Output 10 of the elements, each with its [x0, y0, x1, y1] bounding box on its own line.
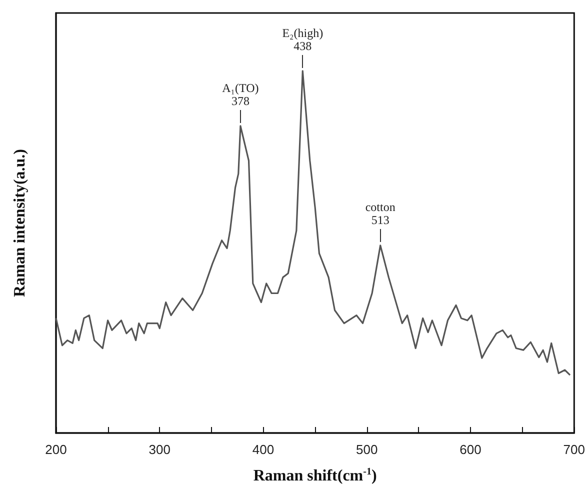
x-tick-label: 300 [148, 442, 170, 457]
x-tick-label: 200 [45, 442, 67, 457]
annotation: A₁(TO) 378 [222, 80, 259, 108]
x-tick-label: 400 [252, 442, 274, 457]
x-tick-label: 700 [563, 442, 586, 457]
x-tick-label: 500 [356, 442, 378, 457]
annotation: cotton 513 [365, 200, 396, 228]
annotation: E₂(high) 438 [282, 26, 324, 53]
y-axis-title: Raman intensity(a.u.) [12, 148, 28, 298]
x-tick-label: 600 [460, 442, 482, 457]
